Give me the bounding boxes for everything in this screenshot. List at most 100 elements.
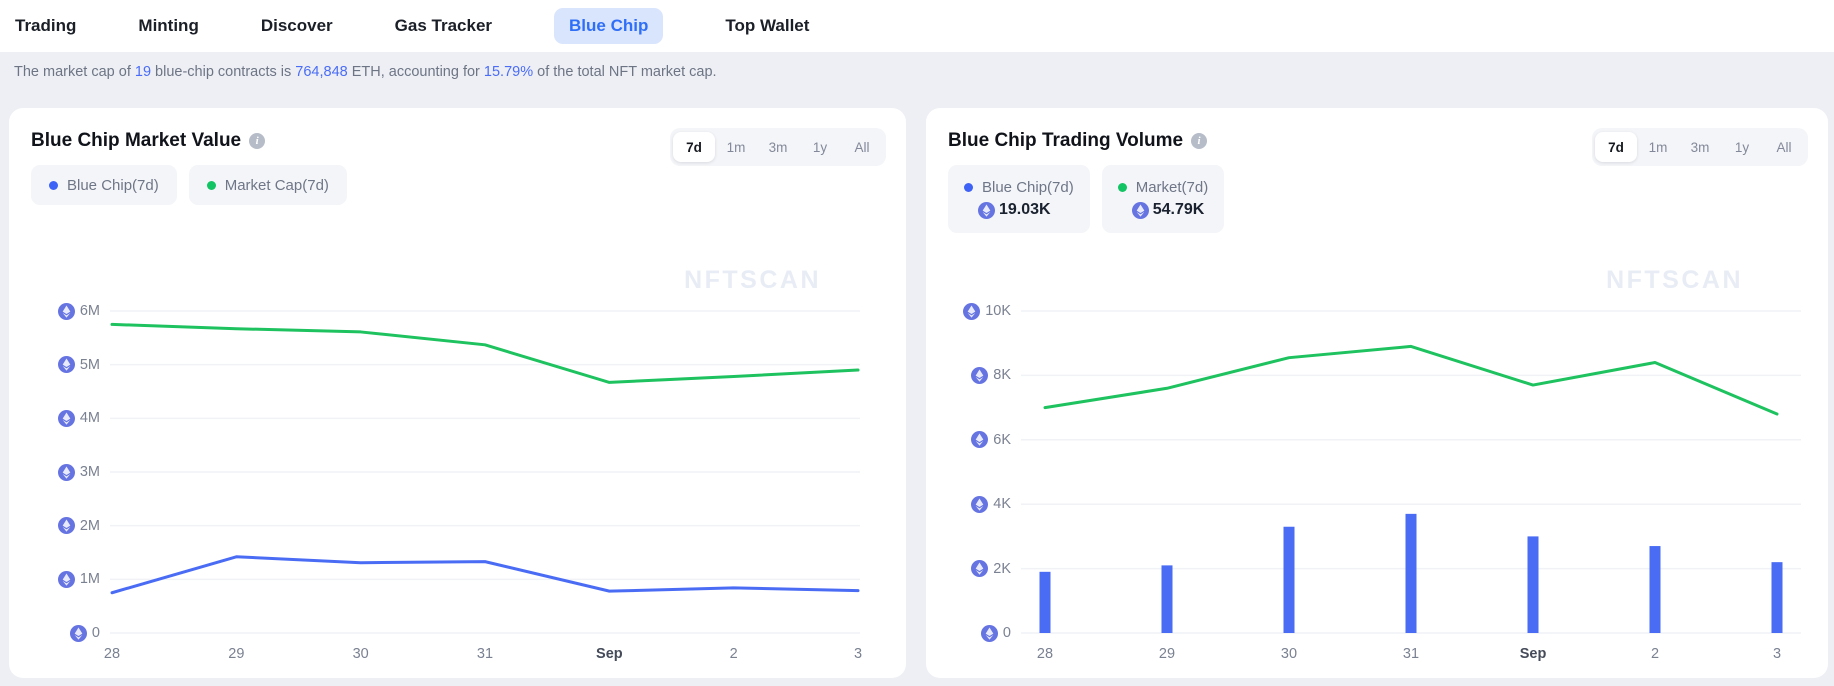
legend-dot — [964, 183, 973, 192]
legend-item-market-7d[interactable]: Market(7d) 54.79K — [1101, 165, 1225, 233]
eth-icon — [69, 624, 87, 642]
time-range-selector: 7d 1m 3m 1y All — [1592, 128, 1808, 166]
eth-icon — [57, 356, 75, 374]
y-axis-label: 6M — [79, 303, 100, 319]
y-axis-label: 4K — [993, 496, 1011, 513]
bar — [1039, 571, 1051, 633]
chart-canvas — [110, 310, 860, 634]
time-range-all[interactable]: All — [1776, 139, 1792, 155]
eth-icon — [1131, 201, 1149, 219]
y-axis-label: 2K — [993, 560, 1011, 577]
nav-item-discover[interactable]: Discover — [260, 16, 333, 35]
nav-item-trading[interactable]: Trading — [15, 16, 77, 35]
time-range-1y[interactable]: 1y — [812, 139, 828, 155]
y-axis-label: 0 — [91, 625, 100, 641]
y-axis-tick: 6K — [926, 430, 1011, 450]
y-axis-tick: 2M — [9, 516, 100, 536]
summary-text: of the total NFT market cap. — [533, 64, 717, 80]
line-series — [1043, 344, 1779, 416]
legend-value: 54.79K — [1118, 201, 1204, 219]
eth-icon — [978, 201, 995, 219]
eth-icon — [57, 409, 75, 427]
nav-item-top-wallet[interactable]: Top Wallet — [725, 16, 810, 35]
bar — [1649, 546, 1661, 633]
info-icon[interactable]: i — [1191, 133, 1208, 149]
legend-item-market-cap-7d[interactable]: Market Cap(7d) — [188, 165, 347, 205]
bar — [1161, 565, 1173, 633]
time-range-1m[interactable]: 1m — [726, 139, 746, 155]
time-range-3m[interactable]: 3m — [768, 139, 788, 155]
bar — [1405, 513, 1417, 633]
summary-value: 15.79% — [483, 64, 534, 80]
y-axis-label: 4M — [79, 410, 100, 427]
legend-dot — [1117, 183, 1127, 192]
x-axis-label: 28 — [1036, 646, 1054, 662]
eth-icon — [971, 560, 989, 578]
time-range-all[interactable]: All — [854, 139, 870, 155]
chart-canvas — [1021, 310, 1801, 634]
x-axis-label: 30 — [1280, 646, 1298, 662]
eth-icon — [980, 624, 998, 642]
eth-icon — [57, 302, 75, 320]
legend-label: Market(7d) — [1135, 179, 1209, 196]
summary-text: blue-chip contracts is — [151, 64, 296, 80]
x-axis-label: Sep — [596, 646, 623, 662]
eth-icon — [971, 431, 989, 449]
x-axis-label: 3 — [853, 646, 863, 662]
page-title: Blue Chip Trading Volume — [948, 130, 1184, 151]
summary-text: The market cap of — [14, 64, 135, 80]
nav-item-gas-tracker[interactable]: Gas Tracker — [394, 16, 493, 35]
legend: Blue Chip(7d) 19.03K Market(7d) 54.79K — [948, 165, 1225, 233]
market-cap-summary: The market cap of 19 blue-chip contracts… — [14, 64, 717, 80]
time-range-1m[interactable]: 1m — [1648, 139, 1668, 155]
eth-icon — [57, 517, 75, 535]
trading-volume-card: Blue Chip Trading Volume i 7d 1m 3m 1y All B… — [926, 108, 1828, 678]
nav-item-blue-chip[interactable]: Blue Chip — [554, 8, 664, 44]
eth-icon — [57, 570, 75, 588]
legend-label: Blue Chip(7d) — [982, 179, 1074, 196]
nav-item-minting[interactable]: Minting — [138, 16, 199, 35]
summary-value: 764,848 — [295, 64, 348, 80]
page-title: Blue Chip Market Value — [31, 130, 242, 151]
y-axis-tick: 4M — [9, 408, 100, 428]
y-axis-label: 0 — [1002, 625, 1011, 641]
time-range-3m[interactable]: 3m — [1690, 139, 1710, 155]
y-axis-tick: 10K — [926, 301, 1011, 321]
market-value-chart: 0 1M 2M 3M 4M 5M 6M 28 29 30 31 Sep 2 3 — [9, 108, 906, 678]
y-axis-label: 10K — [985, 303, 1011, 319]
legend: Blue Chip(7d) Market Cap(7d) — [31, 165, 347, 205]
legend-item-blue-chip-7d[interactable]: Blue Chip(7d) — [31, 165, 177, 205]
legend-item-blue-chip-7d[interactable]: Blue Chip(7d) 19.03K — [948, 165, 1090, 233]
legend-label: Blue Chip(7d) — [67, 176, 159, 194]
summary-text: ETH, accounting for — [347, 64, 484, 80]
time-range-7d[interactable]: 7d — [673, 132, 715, 162]
x-axis-label: 2 — [1650, 646, 1660, 662]
watermark-logo: NFTSCAN — [684, 266, 821, 294]
y-axis-tick: 0 — [926, 623, 1011, 643]
legend-value: 19.03K — [964, 201, 1051, 219]
legend-dot — [206, 180, 216, 190]
line-series — [110, 322, 860, 384]
bar — [1283, 526, 1295, 633]
x-axis-label: 3 — [1772, 646, 1782, 662]
line-series — [110, 555, 860, 595]
top-nav: Trading Minting Discover Gas Tracker Blue Ch… — [0, 0, 1834, 52]
x-axis-label: Sep — [1519, 646, 1547, 662]
bar — [1527, 536, 1539, 633]
y-axis-tick: 6M — [9, 301, 100, 321]
time-range-1y[interactable]: 1y — [1734, 139, 1750, 155]
y-axis-label: 2M — [79, 517, 100, 534]
y-axis-tick: 4K — [926, 494, 1011, 514]
watermark-logo: NFTSCAN — [1606, 266, 1743, 294]
time-range-7d[interactable]: 7d — [1595, 132, 1637, 162]
eth-icon — [963, 302, 981, 320]
time-range-selector: 7d 1m 3m 1y All — [670, 128, 886, 166]
x-axis-label: 29 — [228, 646, 245, 662]
y-axis-tick: 8K — [926, 365, 1011, 385]
info-icon[interactable]: i — [249, 133, 266, 149]
x-axis-label: 31 — [1402, 646, 1420, 662]
y-axis-tick: 5M — [9, 355, 100, 375]
legend-label: Market Cap(7d) — [224, 176, 329, 194]
eth-icon — [57, 463, 75, 481]
y-axis-tick: 1M — [9, 569, 100, 589]
